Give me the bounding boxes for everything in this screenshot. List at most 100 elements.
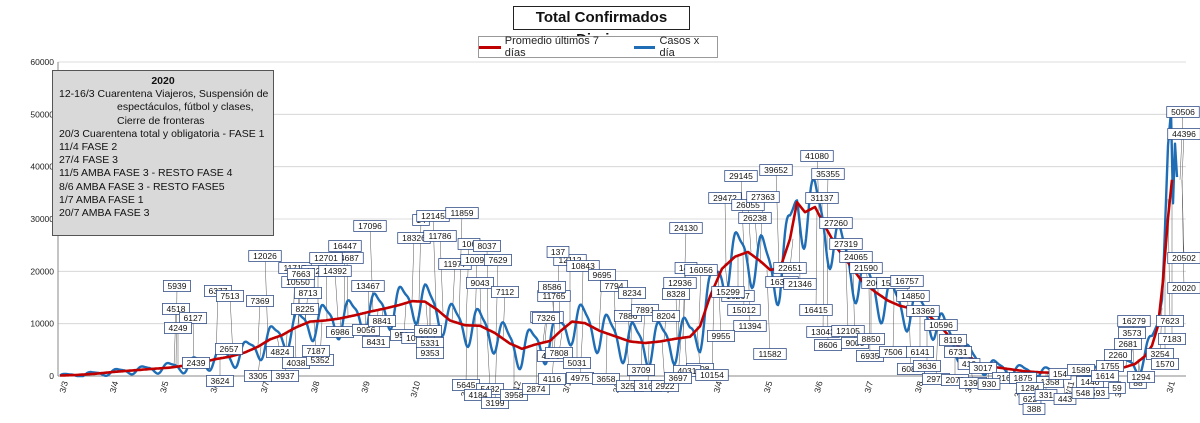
data-label-box <box>684 264 718 276</box>
data-label-box <box>538 373 566 385</box>
y-tick-label: 0 <box>49 371 54 381</box>
data-label: 4249 <box>164 322 192 334</box>
data-label-box <box>545 347 573 359</box>
data-label: 4116 <box>538 373 566 385</box>
data-label-text: 8606 <box>819 340 838 350</box>
data-label-text: 13369 <box>911 306 935 316</box>
data-label-text: 8850 <box>862 334 881 344</box>
data-label: 2681 <box>1114 338 1142 350</box>
data-label-box <box>291 303 319 315</box>
data-label-text: 18326 <box>402 233 426 243</box>
data-label-text: 3624 <box>211 376 230 386</box>
x-tick-label: 3/4 <box>711 380 724 394</box>
data-label-text: 3573 <box>1123 328 1142 338</box>
data-label: 8431 <box>362 336 390 348</box>
data-label: 11859 <box>445 207 479 219</box>
data-label-box <box>753 348 787 360</box>
data-label-box <box>246 295 274 307</box>
data-label-box <box>1108 382 1126 394</box>
data-label-text: 1358 <box>1041 377 1060 387</box>
data-label: 16279 <box>1117 315 1151 327</box>
data-label-box <box>800 150 834 162</box>
data-label-text: 7886 <box>619 311 638 321</box>
data-label-text: 9353 <box>421 348 440 358</box>
data-label: 5645 <box>452 379 480 391</box>
y-tick-label: 30000 <box>30 214 54 224</box>
data-label-box <box>799 304 833 316</box>
data-label-text: 4975 <box>571 373 590 383</box>
data-label-box <box>351 280 385 292</box>
x-tick-label: 3/7 <box>258 380 271 394</box>
label-leader-line <box>257 300 261 346</box>
data-label: 11582 <box>753 348 787 360</box>
data-label: 21346 <box>783 278 817 290</box>
data-label: 9695 <box>588 269 616 281</box>
data-label-text: 2073 <box>946 375 965 385</box>
data-label-text: 6986 <box>331 327 350 337</box>
data-label-box <box>266 346 294 358</box>
data-label-text: 7187 <box>307 346 326 356</box>
data-label: 5331 <box>416 337 444 349</box>
data-label-text: 7794 <box>605 281 624 291</box>
data-label: 7629 <box>484 254 512 266</box>
data-label: 4184 <box>464 389 492 401</box>
data-label-text: 548 <box>1076 388 1090 398</box>
x-tick-label: 3/3 <box>57 380 70 394</box>
data-label-text: 22651 <box>778 263 802 273</box>
notes-line: espectáculos, fútbol y clases, <box>117 101 254 114</box>
data-label-box <box>352 324 380 336</box>
label-leader-line <box>479 282 482 326</box>
data-label: 6731 <box>944 346 972 358</box>
legend-cases-swatch <box>633 45 656 49</box>
data-label-box <box>164 322 192 334</box>
data-label-box <box>1156 315 1184 327</box>
label-leader-line <box>486 330 491 390</box>
data-label: 4824 <box>266 346 294 358</box>
data-label-text: 24130 <box>674 223 698 233</box>
notes-line: 1/7 AMBA FASE 1 <box>59 193 144 206</box>
data-label-text: 1755 <box>1101 361 1120 371</box>
data-label-text: 2979 <box>927 374 946 384</box>
data-label-text: 16350 <box>770 277 794 287</box>
notes-line: 8/6 AMBA FASE 3 - RESTO FASE5 <box>59 180 225 193</box>
data-label-text: 3937 <box>276 371 295 381</box>
label-leader-line <box>1179 111 1184 180</box>
data-label-box <box>944 346 972 358</box>
notes-line: 11/4 FASE 2 <box>59 141 118 154</box>
data-label-text: 2874 <box>527 384 546 394</box>
label-leader-line <box>724 197 727 266</box>
data-label-text: 6083 <box>902 364 921 374</box>
cases-series-line <box>59 110 1179 378</box>
data-label-box <box>829 238 863 250</box>
data-label-box <box>695 369 729 381</box>
data-label: 13467 <box>351 280 385 292</box>
data-label: 1614 <box>1091 370 1119 382</box>
x-tick-label: 3/5 <box>762 380 775 394</box>
data-label-box <box>566 260 600 272</box>
label-leader-line <box>892 302 895 353</box>
data-label: 20502 <box>1167 252 1200 264</box>
data-label: 1875 <box>1009 372 1037 384</box>
data-label-text: 8586 <box>543 282 562 292</box>
data-label-box <box>663 277 697 289</box>
y-tick-label: 20000 <box>30 266 54 276</box>
data-label-text: 1875 <box>1014 373 1033 383</box>
data-label-text: 3697 <box>669 373 688 383</box>
data-label: 6141 <box>906 346 934 358</box>
data-label-box <box>849 262 883 274</box>
data-label: 3199 <box>481 397 509 409</box>
label-leader-line <box>535 344 538 390</box>
data-label-text: 31137 <box>810 193 833 203</box>
data-label: 8119 <box>939 334 967 346</box>
data-label: 3017 <box>969 362 997 374</box>
label-leader-line <box>294 327 297 364</box>
data-label-box <box>182 357 210 369</box>
data-label-text: 3254 <box>621 381 640 391</box>
data-label-text: 4824 <box>271 347 290 357</box>
data-label-box <box>248 250 282 262</box>
data-label-box <box>669 222 703 234</box>
data-label-text: 7891 <box>636 305 655 315</box>
data-label-text: 9056 <box>357 325 376 335</box>
data-label-text: 3199 <box>486 398 505 408</box>
